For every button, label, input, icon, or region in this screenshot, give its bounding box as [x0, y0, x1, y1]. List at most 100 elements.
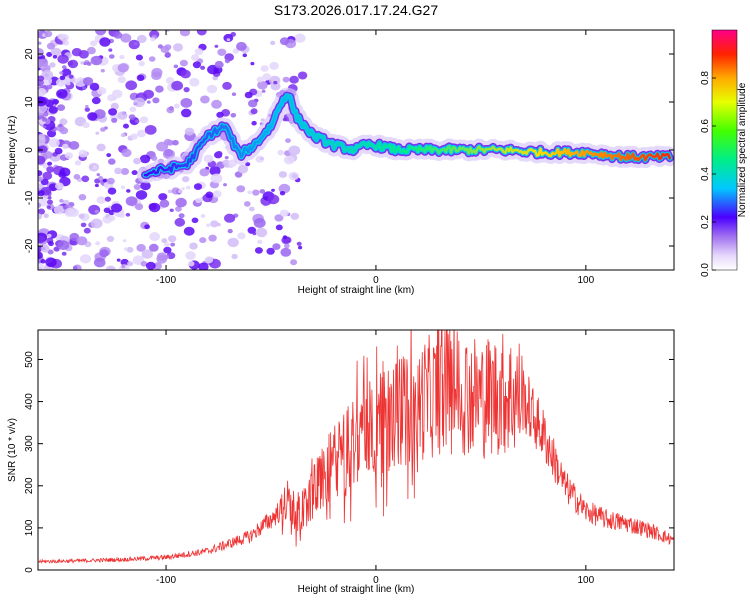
spectrogram-speckle: [244, 91, 253, 99]
spectrogram-speckle: [73, 174, 81, 180]
spectrogram-speckle: [40, 259, 46, 264]
spectrogram-speckle: [59, 198, 64, 203]
spectrogram-speckle: [125, 80, 138, 91]
spectrogram-speckle: [91, 97, 101, 105]
spectrogram-speckle: [191, 54, 200, 61]
spectrogram-speckle: [267, 194, 280, 205]
spectrogram-speckle: [83, 227, 91, 234]
spectrogram-ridge-layer: [137, 87, 674, 184]
spectrogram-speckle: [38, 58, 44, 68]
spectrogram-speckle: [199, 168, 210, 177]
spectrogram-speckle: [59, 75, 66, 81]
spectrogram-speckle: [38, 202, 42, 208]
spectrogram-speckle: [123, 123, 129, 129]
spectrogram-speckle: [280, 247, 292, 257]
spectrogram-speckle: [144, 224, 151, 230]
spectrogram-speckle: [180, 69, 191, 79]
spectrogram-speckle: [78, 194, 87, 201]
spectrogram-speckle: [119, 54, 125, 60]
snr-ytick-label: 500: [24, 351, 35, 368]
colorbar-tick-label: 0.2: [700, 215, 711, 229]
spectrogram-speckle: [42, 125, 47, 129]
spectrogram-xlabel: Height of straight line (km): [298, 285, 415, 296]
spectrogram-speckle: [261, 89, 266, 93]
spectrogram-speckle: [52, 98, 59, 105]
spectrogram-speckle: [124, 247, 129, 251]
spectrogram-speckle: [107, 215, 116, 222]
spectrogram-speckle: [248, 206, 255, 212]
spectrogram-speckle: [212, 190, 222, 198]
spectrogram-x-ticks: -100 0 100: [156, 30, 595, 286]
spectrogram-speckle: [90, 218, 103, 229]
spectrogram-speckle: [121, 148, 132, 158]
spectrogram-speckle: [279, 209, 289, 217]
spectrogram-speckle: [298, 245, 303, 250]
spectrogram-speckle: [156, 141, 169, 152]
spectrogram-speckle: [217, 48, 227, 56]
spectrogram-speckle: [200, 65, 206, 70]
spectrogram-speckle: [103, 207, 111, 214]
spectrogram-speckle: [53, 205, 65, 215]
spectrogram-speckle: [43, 213, 49, 218]
spectrogram-xtick-label: -100: [156, 275, 176, 286]
spectrogram-speckle: [47, 233, 52, 238]
spectrogram-speckle: [89, 165, 94, 169]
spectrogram-speckle: [169, 208, 174, 212]
spectrogram-xtick-label: 0: [373, 275, 379, 286]
spectrogram-speckle: [108, 48, 113, 52]
spectrogram-speckle: [86, 46, 96, 55]
spectrogram-speckle: [116, 258, 121, 262]
spectrogram-speckle: [92, 165, 97, 170]
spectrogram-speckle: [87, 112, 98, 121]
spectrogram-speckle: [226, 38, 231, 42]
colorbar-ticks: 0.0 0.2 0.4 0.6 0.8: [700, 71, 716, 277]
spectrogram-speckle: [50, 47, 62, 57]
spectrogram-speckle: [57, 33, 65, 40]
spectrogram-speckle: [52, 55, 58, 59]
spectrogram-speckle: [38, 263, 45, 270]
spectrogram-speckle: [179, 30, 191, 37]
chart-title: S173.2026.017.17.24.G27: [274, 2, 438, 18]
spectrogram-speckle: [140, 261, 148, 267]
spectrogram-speckle: [126, 189, 131, 193]
spectrogram-speckle: [146, 100, 151, 104]
spectrogram-speckle: [262, 73, 272, 81]
spectrogram-speckle: [232, 48, 240, 54]
spectrogram-speckle: [289, 75, 299, 84]
spectrogram-speckle: [81, 175, 90, 183]
spectrogram-speckle: [82, 86, 87, 90]
spectrogram-speckle: [206, 84, 218, 94]
spectrogram-speckle: [200, 95, 210, 104]
spectrogram-speckle: [110, 102, 119, 110]
spectrogram-speckle: [260, 65, 269, 72]
spectrogram-speckle: [40, 245, 50, 253]
spectrogram-speckle: [252, 189, 260, 196]
spectrogram-speckle: [111, 89, 123, 99]
spectrogram-speckle: [76, 236, 88, 246]
spectrogram-speckle: [141, 249, 153, 259]
spectrogram-speckle: [158, 193, 168, 201]
spectrogram-speckle: [95, 131, 100, 135]
spectrogram-speckle: [133, 97, 145, 108]
spectrogram-speckle: [133, 157, 142, 165]
spectrogram-speckle: [192, 61, 201, 69]
spectrogram-speckle: [68, 141, 80, 150]
spectrogram-ytick-label: -20: [24, 238, 35, 253]
snr-x-ticks: -100 0 100: [156, 330, 595, 586]
spectrogram-speckle: [45, 257, 57, 268]
spectrogram-speckle: [175, 197, 187, 208]
snr-frame: [37, 329, 675, 571]
spectrogram-speckle: [236, 41, 247, 51]
spectrogram-speckle: [128, 114, 136, 120]
snr-series-line: [38, 330, 674, 565]
spectrogram-speckle: [89, 82, 100, 91]
spectrogram-speckle: [48, 106, 58, 114]
spectrogram-speckle: [59, 118, 68, 126]
snr-xlabel: Height of straight line (km): [298, 584, 415, 595]
spectrogram-speckle: [136, 244, 146, 252]
spectrogram-speckle: [53, 246, 60, 252]
spectrogram-speckle: [274, 214, 284, 222]
spectrogram-speckle: [96, 143, 106, 152]
spectrogram-speckle: [210, 173, 223, 184]
spectrogram-speckle: [178, 213, 185, 219]
